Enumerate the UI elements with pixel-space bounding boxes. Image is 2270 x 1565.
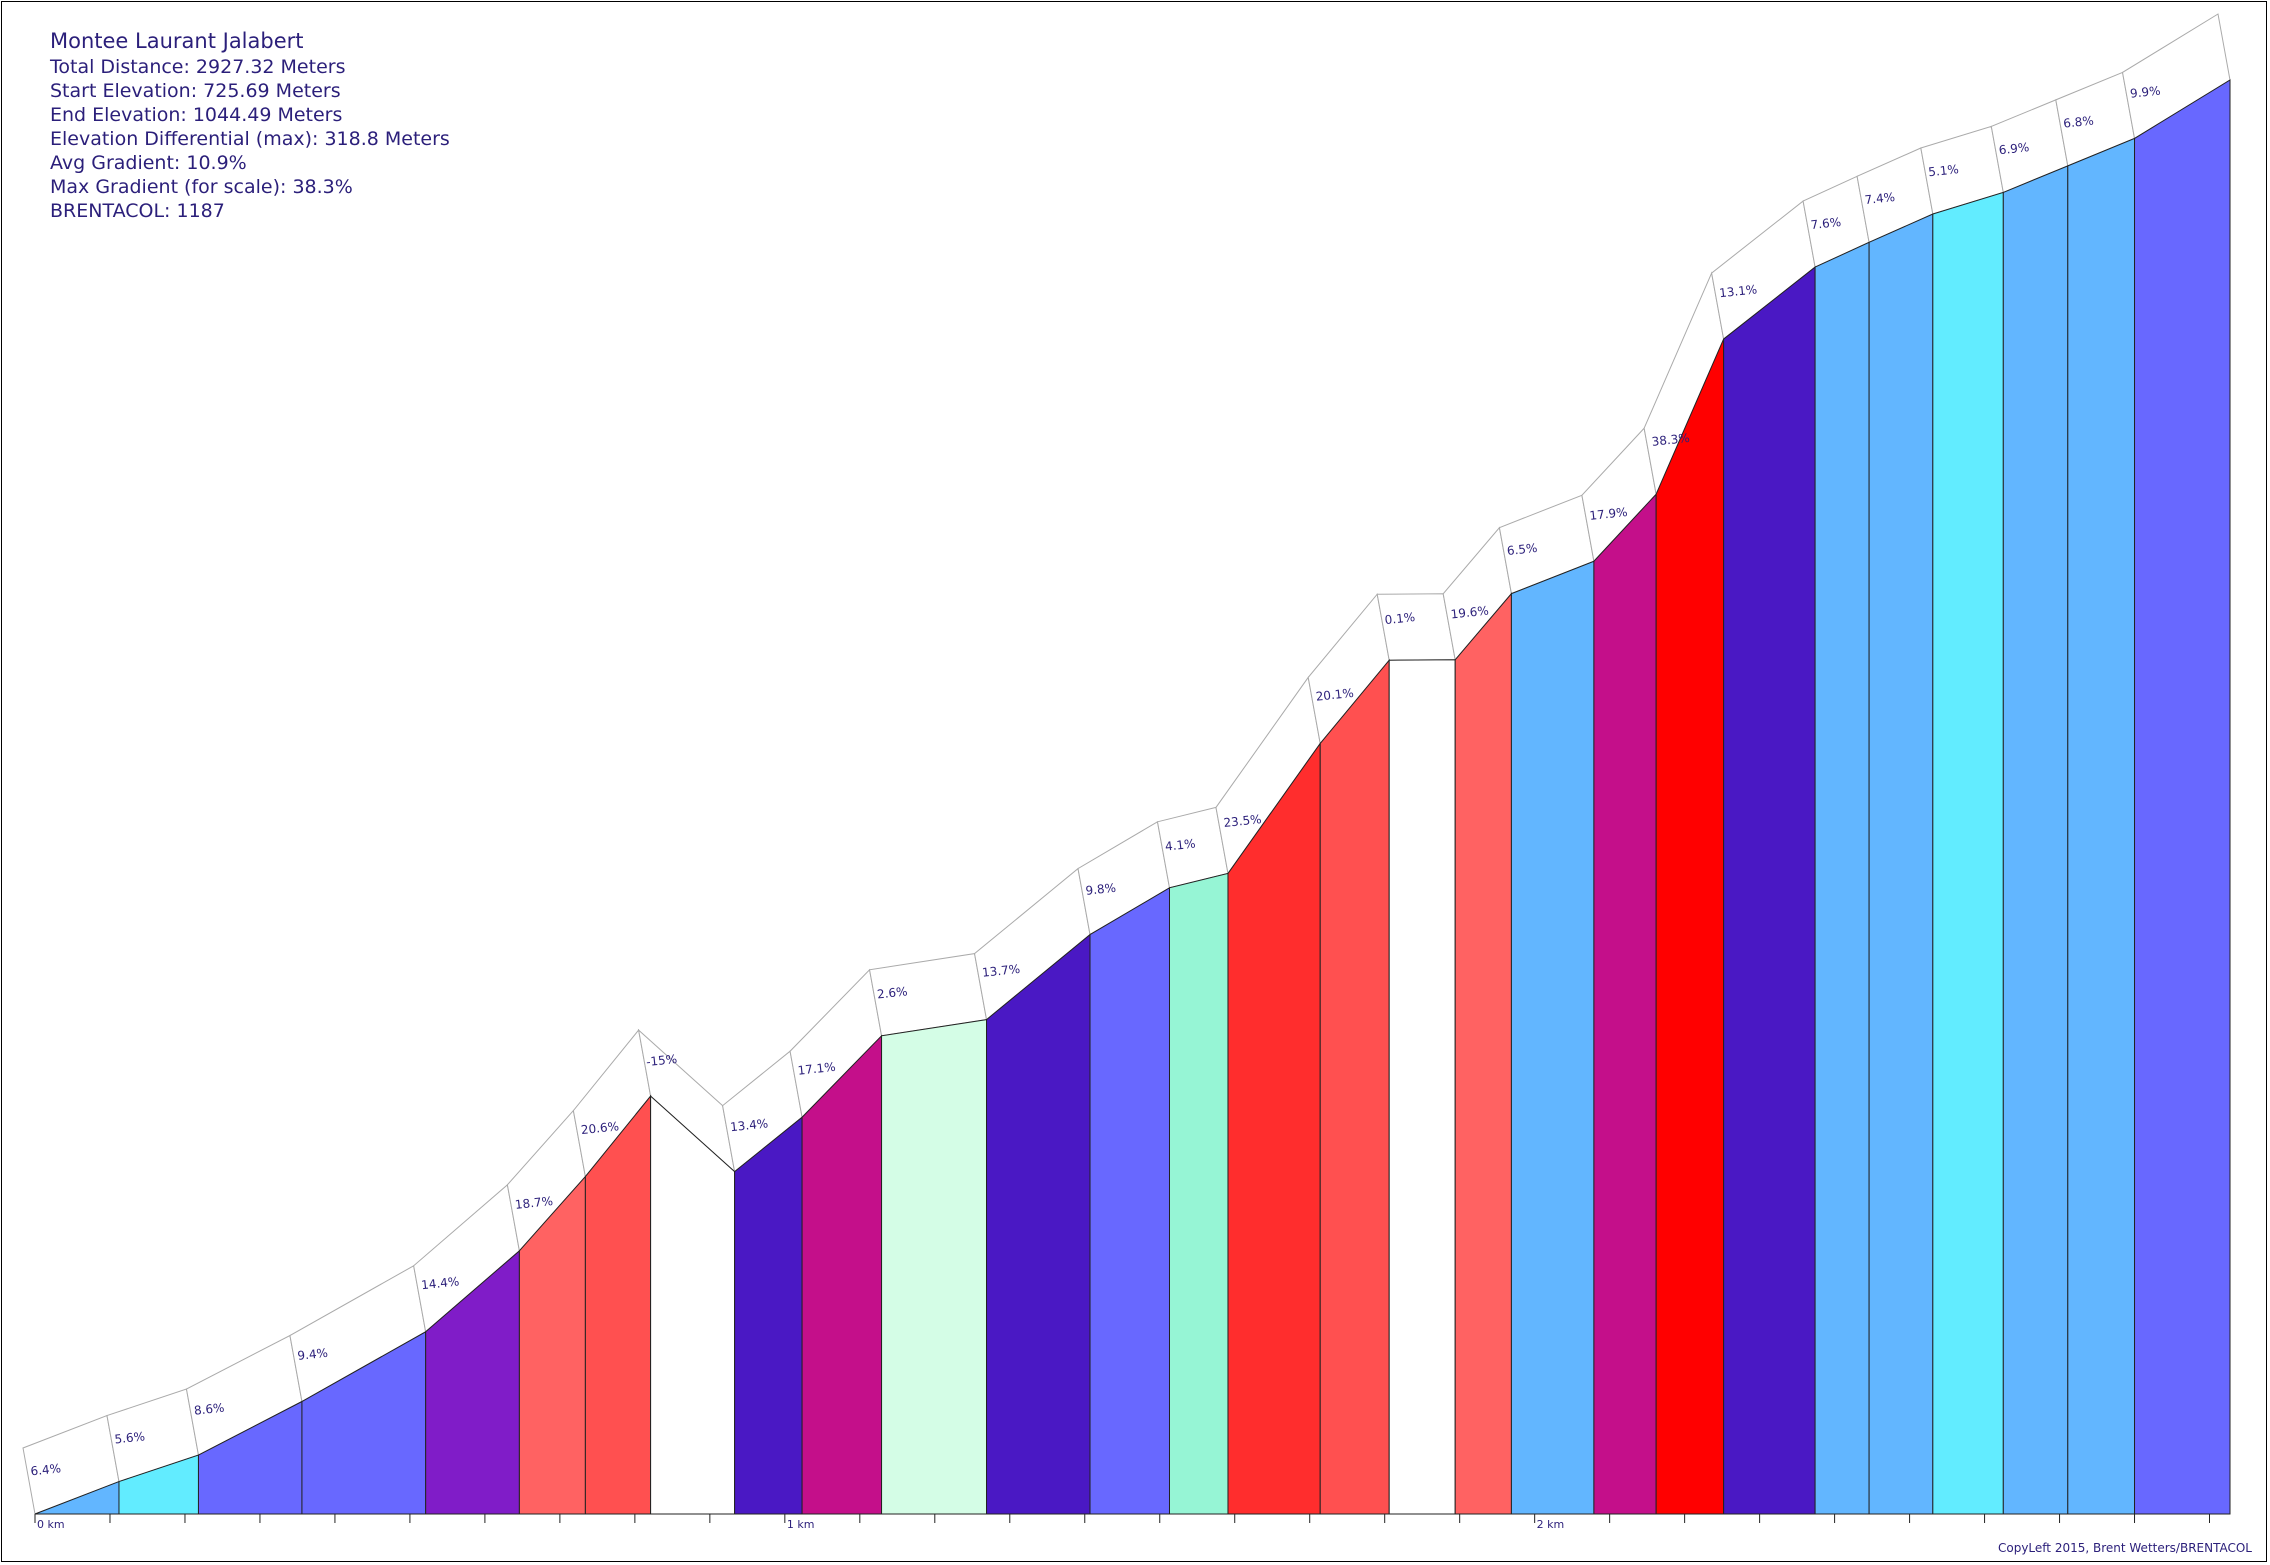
gradient-label-9: 13.4% bbox=[729, 1116, 768, 1134]
elevation-segment-13 bbox=[1089, 886, 1170, 1515]
elevation-segment-11 bbox=[881, 1019, 988, 1515]
gradient-label-24: 7.4% bbox=[1864, 190, 1896, 207]
gradient-label-5: 14.4% bbox=[421, 1274, 460, 1292]
gradient-label-4: 9.4% bbox=[297, 1346, 329, 1363]
elevation-segment-25 bbox=[1932, 191, 2004, 1515]
gradient-label-6: 18.7% bbox=[514, 1194, 553, 1212]
total-distance: Total Distance: 2927.32 Meters bbox=[50, 56, 346, 78]
elevation-segment-28 bbox=[2134, 79, 2231, 1515]
gradient-band-17 bbox=[1376, 593, 1456, 661]
elevation-segment-10 bbox=[801, 1034, 883, 1515]
elevation-segment-21 bbox=[1655, 338, 1725, 1515]
gradient-label-23: 7.6% bbox=[1810, 215, 1842, 232]
elevation-segment-18 bbox=[1454, 592, 1512, 1515]
x-tick-label: 0 km bbox=[37, 1518, 65, 1531]
gradient-label-16: 20.1% bbox=[1315, 686, 1354, 704]
gradient-label-12: 13.7% bbox=[981, 962, 1020, 980]
gradient-label-22: 13.1% bbox=[1718, 282, 1757, 300]
avg-gradient: Avg Gradient: 10.9% bbox=[50, 152, 247, 174]
gradient-label-20: 17.9% bbox=[1589, 505, 1628, 523]
gradient-label-14: 4.1% bbox=[1164, 837, 1196, 854]
copyleft-credit: CopyLeft 2015, Brent Wetters/BRENTACOL bbox=[1997, 1541, 2252, 1555]
brentacol-score: BRENTACOL: 1187 bbox=[50, 200, 225, 222]
gradient-label-27: 6.8% bbox=[2063, 114, 2095, 131]
elevation-differential: Elevation Differential (max): 318.8 Mete… bbox=[50, 128, 450, 150]
gradient-label-25: 5.1% bbox=[1928, 162, 1960, 179]
elevation-segment-22 bbox=[1723, 266, 1816, 1515]
elevation-segment-12 bbox=[986, 933, 1091, 1515]
gradient-label-19: 6.5% bbox=[1506, 541, 1538, 558]
route-summary: Montee Laurant Jalabert Total Distance: … bbox=[50, 28, 450, 223]
elevation-segment-14 bbox=[1168, 872, 1229, 1515]
x-tick-label: 2 km bbox=[1537, 1518, 1565, 1531]
elevation-segments bbox=[34, 79, 2231, 1515]
x-axis: 0 km 1 km 2 km bbox=[34, 1513, 2230, 1531]
end-elevation: End Elevation: 1044.49 Meters bbox=[50, 104, 343, 126]
elevation-segment-20 bbox=[1593, 492, 1657, 1515]
gradient-label-11: 2.6% bbox=[876, 984, 908, 1001]
gradient-labels: 6.4% 5.6% 8.6% 9.4% 14.4% 18.7% 20.6% -15% 13.4%… bbox=[30, 84, 2161, 1479]
gradient-label-1: 6.4% bbox=[30, 1461, 62, 1478]
elevation-segment-26 bbox=[2002, 165, 2069, 1515]
x-tick-label: 1 km bbox=[787, 1518, 815, 1531]
gradient-label-28: 9.9% bbox=[2129, 84, 2161, 101]
start-elevation: Start Elevation: 725.69 Meters bbox=[50, 80, 341, 102]
gradient-label-18: 19.6% bbox=[1450, 604, 1489, 622]
gradient-label-7: 20.6% bbox=[580, 1119, 619, 1137]
gradient-label-21: 38.3% bbox=[1651, 431, 1690, 449]
gradient-label-2: 5.6% bbox=[114, 1429, 146, 1446]
gradient-label-17: 0.1% bbox=[1384, 610, 1416, 627]
gradient-label-10: 17.1% bbox=[797, 1060, 836, 1078]
elevation-segment-23 bbox=[1814, 241, 1870, 1515]
elevation-segment-24 bbox=[1868, 213, 1934, 1515]
gradient-label-15: 23.5% bbox=[1223, 812, 1262, 830]
elevation-segment-16 bbox=[1319, 658, 1390, 1515]
gradient-label-26: 6.9% bbox=[1998, 140, 2030, 157]
elevation-segment-9 bbox=[734, 1116, 803, 1515]
gradient-label-13: 9.8% bbox=[1085, 881, 1117, 898]
gradient-label-3: 8.6% bbox=[193, 1401, 225, 1418]
elevation-segment-17 bbox=[1388, 659, 1456, 1515]
elevation-segment-27 bbox=[2067, 137, 2136, 1515]
gradient-label-8: -15% bbox=[645, 1052, 677, 1069]
elevation-segment-15 bbox=[1227, 741, 1321, 1515]
max-gradient: Max Gradient (for scale): 38.3% bbox=[50, 176, 353, 198]
elevation-segment-19 bbox=[1510, 560, 1595, 1515]
route-title: Montee Laurant Jalabert bbox=[50, 29, 304, 53]
gradient-label-bands bbox=[22, 13, 2231, 1515]
